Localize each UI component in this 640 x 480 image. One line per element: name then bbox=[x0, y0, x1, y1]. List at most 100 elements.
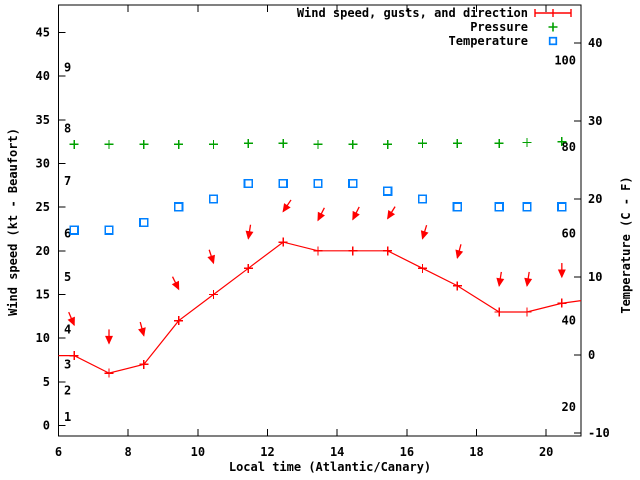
temperature-marker bbox=[104, 225, 114, 235]
y-tick-label: 5 bbox=[43, 375, 50, 389]
gust-arrow-head bbox=[557, 269, 566, 279]
y2-tick-label: 30 bbox=[588, 114, 602, 128]
y-tick-label: 40 bbox=[36, 69, 50, 83]
wind-speed-point bbox=[278, 237, 288, 247]
gust-arrow-head bbox=[171, 280, 180, 291]
y-tick-label: 35 bbox=[36, 113, 50, 127]
wind-speed-point bbox=[174, 316, 184, 326]
fahrenheit-label: 60 bbox=[562, 227, 576, 241]
temperature-square-icon bbox=[548, 36, 558, 46]
x-axis-label: Local time (Atlantic/Canary) bbox=[228, 460, 432, 474]
pressure-plus-icon bbox=[548, 22, 558, 32]
wind-speed-point bbox=[209, 290, 219, 299]
gust-arrow-head bbox=[352, 210, 360, 221]
wind-speed-point bbox=[69, 351, 79, 361]
legend-label-pressure: Pressure bbox=[470, 20, 528, 34]
temperature-marker bbox=[494, 202, 504, 212]
wind-speed-line bbox=[58, 241, 582, 374]
y2-axis-label: Temperature (C - F) bbox=[619, 176, 633, 314]
temperature-marker bbox=[383, 186, 393, 196]
pressure-marker bbox=[313, 139, 323, 149]
wind-speed-point bbox=[557, 298, 567, 308]
gust-arrow-head bbox=[317, 211, 325, 222]
temperature-marker bbox=[313, 178, 323, 189]
temperature-marker bbox=[452, 202, 462, 212]
y-tick-label: 25 bbox=[36, 200, 50, 214]
plot-border bbox=[58, 4, 582, 437]
x-tick-label: 10 bbox=[191, 445, 205, 459]
pressure-marker bbox=[104, 139, 114, 149]
temperature-marker bbox=[69, 225, 79, 235]
temperature-marker bbox=[348, 178, 358, 189]
beaufort-label: 8 bbox=[64, 122, 71, 136]
beaufort-label: 7 bbox=[64, 174, 71, 188]
x-tick-label: 16 bbox=[400, 445, 414, 459]
y-tick-label: 15 bbox=[36, 288, 50, 302]
fahrenheit-label: 100 bbox=[554, 53, 576, 67]
gust-arrow-head bbox=[387, 210, 396, 220]
legend: Wind speed, gusts, and direction Pressur… bbox=[230, 6, 572, 48]
y2-tick-label: 10 bbox=[588, 270, 602, 284]
temperature-marker bbox=[417, 194, 428, 204]
gust-arrow-head bbox=[282, 203, 291, 213]
x-tick-label: 6 bbox=[55, 445, 62, 459]
y-tick-label: 20 bbox=[36, 244, 50, 258]
beaufort-label: 9 bbox=[64, 60, 71, 74]
pressure-marker bbox=[278, 138, 288, 148]
fahrenheit-label: 20 bbox=[562, 400, 576, 414]
pressure-marker bbox=[494, 138, 504, 148]
pressure-marker bbox=[69, 139, 79, 149]
gust-arrow-head bbox=[496, 277, 505, 287]
pressure-marker bbox=[522, 138, 532, 148]
pressure-marker bbox=[418, 138, 428, 148]
temperature-marker bbox=[174, 202, 184, 212]
beaufort-label: 6 bbox=[64, 226, 71, 240]
gust-arrow-head bbox=[524, 277, 533, 287]
fahrenheit-label: 80 bbox=[562, 140, 576, 154]
beaufort-label: 3 bbox=[64, 357, 71, 371]
pressure-marker bbox=[348, 139, 358, 149]
pressure-marker bbox=[209, 139, 219, 149]
y-tick-label: 0 bbox=[43, 419, 50, 433]
beaufort-label: 4 bbox=[64, 322, 71, 336]
y-tick-label: 10 bbox=[36, 331, 50, 345]
pressure-marker bbox=[243, 138, 253, 148]
y2-tick-label: 20 bbox=[588, 192, 602, 206]
legend-label-temperature: Temperature bbox=[448, 34, 528, 48]
wind-speed-point bbox=[522, 307, 532, 317]
wind-speed-point bbox=[313, 246, 323, 256]
beaufort-label: 1 bbox=[64, 410, 71, 424]
x-tick-label: 20 bbox=[539, 445, 553, 459]
beaufort-label: 5 bbox=[64, 270, 71, 284]
gust-arrow-head bbox=[207, 254, 215, 265]
y-tick-label: 45 bbox=[36, 26, 50, 40]
wind-speed-point bbox=[494, 307, 504, 317]
pressure-marker bbox=[139, 139, 149, 149]
gust-arrow-head bbox=[105, 335, 113, 345]
wind-speed-point bbox=[243, 263, 253, 273]
temperature-marker bbox=[243, 178, 253, 189]
pressure-marker bbox=[383, 139, 393, 149]
y2-tick-label: 40 bbox=[588, 36, 602, 50]
wind-speed-point bbox=[418, 263, 428, 273]
temperature-marker bbox=[522, 202, 532, 212]
legend-row-wind: Wind speed, gusts, and direction bbox=[230, 6, 572, 20]
gust-arrow-head bbox=[420, 230, 429, 240]
wind-speed-point bbox=[452, 281, 462, 291]
y2-tick-label: 0 bbox=[588, 348, 595, 362]
gust-arrow-head bbox=[138, 327, 146, 337]
temperature-marker bbox=[208, 194, 219, 204]
pressure-marker bbox=[557, 137, 567, 147]
gust-arrow-head bbox=[455, 249, 464, 259]
temperature-marker bbox=[278, 178, 288, 189]
wind-speed-point bbox=[139, 359, 149, 369]
x-tick-label: 8 bbox=[125, 445, 132, 459]
wind-speed-point bbox=[348, 246, 358, 256]
temperature-marker bbox=[139, 217, 149, 228]
gust-arrow-head bbox=[245, 230, 254, 240]
pressure-marker bbox=[452, 138, 462, 148]
x-tick-label: 18 bbox=[469, 445, 483, 459]
beaufort-label: 2 bbox=[64, 384, 71, 398]
